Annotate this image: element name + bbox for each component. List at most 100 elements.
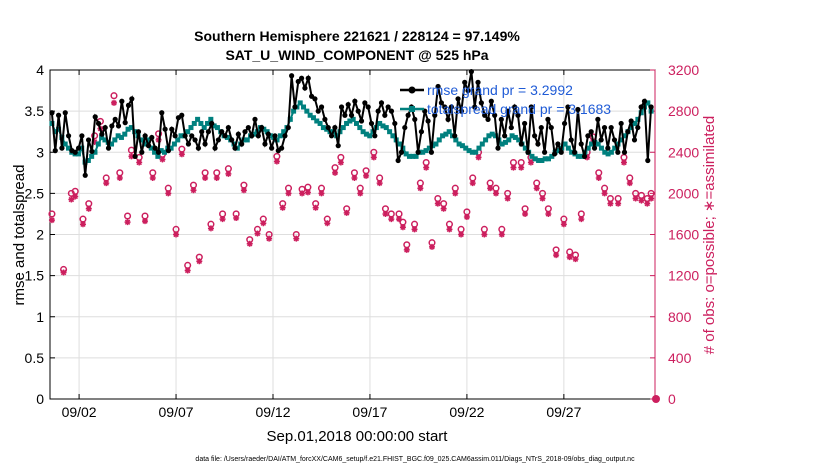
obs-possible-point	[304, 183, 312, 191]
totalspread-point	[191, 120, 197, 126]
totalspread-point	[598, 145, 604, 151]
totalspread-point	[536, 157, 542, 163]
obs-possible-point	[337, 153, 345, 161]
obs-assimilated-point	[116, 174, 123, 181]
totalspread-point	[95, 141, 101, 147]
totalspread-point	[406, 153, 412, 159]
totalspread-point	[403, 151, 409, 157]
obs-assimilated-point	[429, 243, 436, 250]
rmse-point	[235, 131, 241, 137]
rmse-point	[142, 133, 148, 139]
legend-spread-marker	[409, 106, 415, 112]
rmse-point	[638, 104, 644, 110]
rmse-point	[565, 104, 571, 110]
obs-assimilated-point	[357, 190, 364, 197]
x-tick-label: 09/07	[159, 404, 194, 420]
obs-assimilated-point	[446, 226, 453, 233]
obs-possible-point	[178, 145, 186, 153]
totalspread-point	[622, 133, 628, 139]
obs-assimilated-point	[417, 185, 424, 192]
rmse-point	[542, 149, 548, 155]
rmse-point	[55, 112, 62, 118]
rmse-point	[615, 149, 621, 155]
rmse-point	[372, 133, 378, 139]
totalspread-point	[297, 100, 303, 106]
y-right-tick-label: 2400	[668, 144, 699, 160]
totalspread-point	[579, 153, 585, 159]
obs-assimilated-point	[620, 159, 627, 166]
obs-assimilated-point	[285, 190, 292, 197]
rmse-point	[558, 149, 564, 155]
rmse-point	[59, 145, 65, 151]
obs-possible-point	[219, 210, 227, 218]
totalspread-point	[549, 153, 555, 159]
obs-possible-point	[566, 248, 574, 256]
totalspread-point	[59, 134, 65, 140]
totalspread-point	[344, 120, 350, 126]
totalspread-point	[347, 118, 353, 124]
obs-assimilated-point	[492, 190, 499, 197]
y-right-tick-label: 1200	[668, 268, 699, 284]
totalspread-point	[589, 141, 595, 147]
obs-assimilated-point	[233, 215, 240, 222]
obs-assimilated-point	[469, 180, 476, 187]
rmse-point	[285, 124, 291, 131]
obs-possible-point	[445, 220, 454, 228]
totalspread-point	[287, 116, 293, 122]
y-left-tick-label: 4	[36, 62, 44, 78]
rmse-point	[272, 133, 278, 139]
obs-assimilated-point	[475, 154, 482, 161]
rmse-point	[325, 124, 331, 131]
rmse-point	[249, 133, 255, 139]
rmse-point	[482, 112, 488, 118]
obs-possible-point	[403, 241, 411, 249]
obs-assimilated-point	[452, 190, 459, 197]
totalspread-point	[608, 149, 614, 155]
obs-possible-point	[362, 167, 370, 175]
obs-possible-point	[381, 205, 390, 213]
y-left-tick-label: 1	[36, 309, 44, 325]
rmse-point	[492, 112, 498, 118]
obs-markers	[48, 92, 660, 403]
rmse-point	[415, 149, 421, 155]
y-left-tick-label: 1.5	[25, 268, 45, 284]
totalspread-point	[115, 133, 121, 139]
totalspread-point	[420, 149, 426, 155]
totalspread-point	[502, 139, 508, 145]
rmse-point	[555, 141, 561, 147]
rmse-point	[162, 126, 168, 132]
totalspread-point	[145, 137, 151, 143]
obs-possible-point	[486, 179, 494, 187]
obs-assimilated-point	[85, 205, 92, 212]
rmse-point	[195, 145, 202, 151]
obs-assimilated-point	[498, 231, 505, 238]
rmse-point	[378, 100, 385, 106]
totalspread-point	[638, 110, 644, 116]
rmse-point	[525, 149, 531, 155]
rmse-point	[502, 133, 508, 139]
rmse-point	[269, 145, 275, 151]
rmse-point	[365, 104, 371, 110]
rmse-point	[611, 137, 618, 143]
rmse-point	[102, 124, 108, 131]
obs-possible-point	[606, 194, 614, 203]
obs-possible-point	[317, 184, 326, 192]
totalspread-point	[545, 156, 551, 162]
totalspread-point	[148, 145, 154, 151]
totalspread-point	[612, 145, 618, 151]
totalspread-point	[433, 141, 439, 147]
y-left-tick-label: 2.5	[25, 185, 45, 201]
rmse-point	[119, 98, 125, 104]
rmse-point	[129, 96, 135, 102]
totalspread-point	[62, 141, 68, 147]
rmse-point	[362, 100, 368, 106]
obs-possible-point	[544, 205, 552, 213]
totalspread-point	[314, 118, 320, 124]
obs-assimilated-point	[91, 138, 98, 145]
rmse-point	[402, 124, 408, 131]
rmse-point	[215, 137, 221, 143]
totalspread-point	[158, 148, 164, 154]
totalspread-point	[466, 148, 472, 154]
totalspread-point	[387, 129, 393, 135]
rmse-point	[405, 112, 411, 118]
